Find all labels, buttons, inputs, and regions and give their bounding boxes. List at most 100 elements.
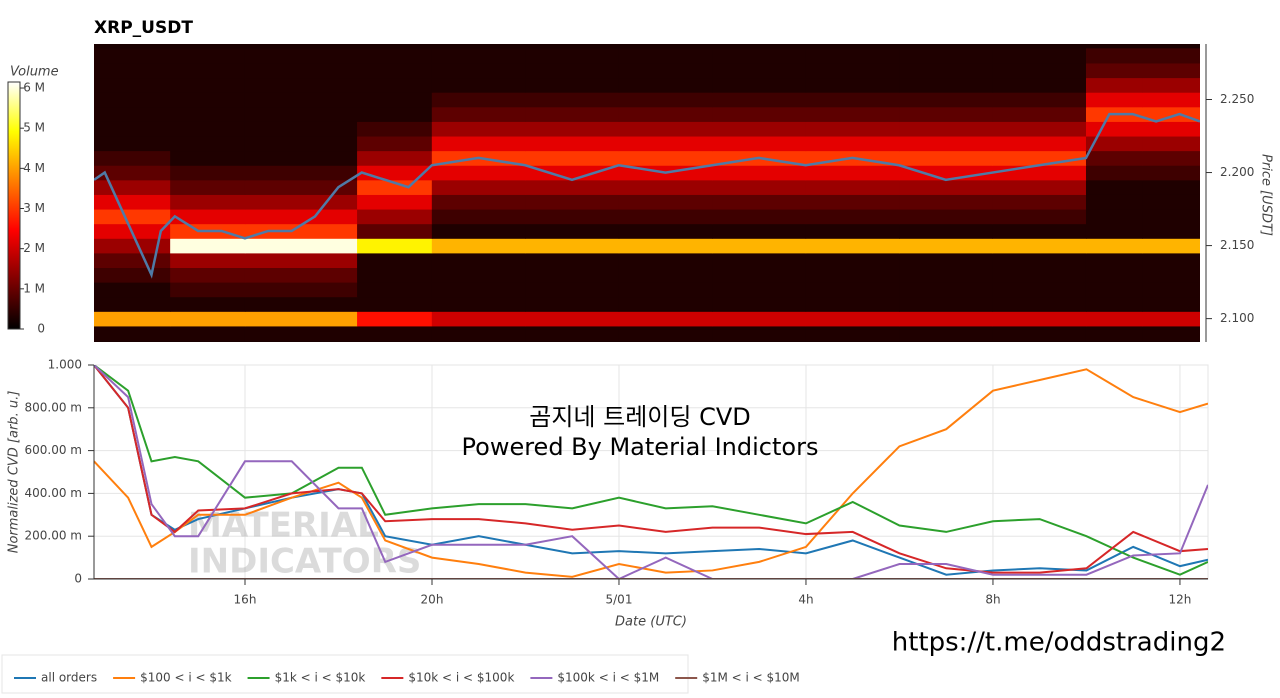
heat-cell [525, 92, 620, 108]
heat-cell [431, 165, 526, 181]
heat-cell [244, 136, 358, 152]
heat-cell [357, 238, 433, 254]
heat-cell [805, 194, 900, 210]
heat-cell [1085, 165, 1143, 181]
heat-cell [244, 194, 358, 210]
watermark-text: INDICATORS [188, 542, 421, 582]
heat-cell [94, 48, 171, 64]
heat-cell [431, 282, 526, 298]
heat-cell [805, 223, 900, 239]
heat-cell [94, 150, 171, 166]
heat-cell [431, 136, 526, 152]
heat-cell [992, 106, 1087, 122]
heat-cell [899, 282, 994, 298]
heat-cell [94, 238, 171, 254]
cvd-line [94, 368, 1208, 578]
heat-cell [431, 194, 526, 210]
heat-cell [525, 150, 620, 166]
heat-cell [1085, 150, 1143, 166]
heat-cell [94, 165, 171, 181]
heat-cell [618, 209, 713, 225]
heat-cell [899, 209, 994, 225]
cvd-line [94, 365, 1208, 579]
colorbar-label: Volume [10, 65, 59, 80]
heat-cell [94, 62, 171, 79]
heat-cell [992, 325, 1087, 342]
heat-cell [1085, 252, 1143, 268]
heat-cell [431, 106, 526, 122]
heat-cell [1142, 62, 1200, 79]
heat-cell [618, 121, 713, 137]
heat-cell [805, 165, 900, 181]
heat-cell [170, 150, 246, 166]
x-tick-label: 16h [234, 593, 257, 607]
heat-cell [712, 194, 807, 210]
heat-cell [170, 311, 246, 327]
heat-cell [1142, 121, 1200, 137]
heat-cell [1142, 106, 1200, 122]
heat-cell [1085, 121, 1143, 137]
heat-cell [712, 209, 807, 225]
heat-cell [94, 252, 171, 268]
heat-cell [244, 121, 358, 137]
heat-cell [1142, 48, 1200, 64]
heat-cell [170, 136, 246, 152]
heat-cell [992, 252, 1087, 268]
heat-cell [992, 136, 1087, 152]
heat-cell [244, 296, 358, 312]
cvd-plot-area [93, 364, 1209, 580]
legend-items: all orders $100 < i < $1k $1k < i < $10k $1… [14, 671, 800, 685]
heat-cell [1085, 238, 1143, 254]
heat-cell [712, 121, 807, 137]
heat-cell [1142, 194, 1200, 210]
heat-cell [357, 194, 433, 210]
heat-cell [357, 325, 433, 342]
heat-cell [431, 325, 526, 342]
heat-cell [992, 62, 1087, 79]
chart-title: XRP_USDT [94, 18, 193, 38]
heat-cell [1085, 179, 1143, 195]
heat-cell [94, 311, 171, 327]
heat-cell [899, 62, 994, 79]
heat-cell [899, 106, 994, 122]
legend [1, 654, 689, 694]
heat-cell [1085, 311, 1143, 327]
heat-cell [1085, 223, 1143, 239]
heat-cell [992, 194, 1087, 210]
heat-cell [618, 267, 713, 283]
heat-cell [244, 238, 358, 254]
heat-cell [618, 77, 713, 93]
heat-cell [357, 223, 433, 239]
heat-cell [712, 179, 807, 195]
heat-cell [525, 179, 620, 195]
y-tick-label: 400.00 m [25, 486, 83, 500]
heat-cell [805, 238, 900, 254]
heat-cell [431, 252, 526, 268]
price-line [94, 112, 1200, 279]
heat-cell [712, 77, 807, 93]
heat-cell [525, 48, 620, 64]
legend-label: $100k < i < $1M [557, 671, 659, 685]
heat-cell [357, 48, 433, 64]
heat-cell [992, 165, 1087, 181]
heat-cell [1142, 311, 1200, 327]
heat-cell [712, 296, 807, 312]
heat-cell [992, 223, 1087, 239]
heat-cell [899, 267, 994, 283]
heat-cell [94, 136, 171, 152]
heat-cell [805, 252, 900, 268]
heat-cell [992, 296, 1087, 312]
heat-cell [170, 62, 246, 79]
heat-cell [244, 282, 358, 298]
heat-cell [431, 296, 526, 312]
heat-cell [1085, 77, 1143, 93]
heat-cell [805, 311, 900, 327]
heat-cell [94, 92, 171, 108]
heat-cell [712, 165, 807, 181]
heat-cell [357, 165, 433, 181]
price-tick-label: 2.100 [1220, 311, 1254, 325]
price-tick-label: 2.150 [1220, 238, 1254, 252]
heat-cell [94, 282, 171, 298]
heat-cell [899, 136, 994, 152]
legend-label: $1k < i < $10k [275, 671, 366, 685]
